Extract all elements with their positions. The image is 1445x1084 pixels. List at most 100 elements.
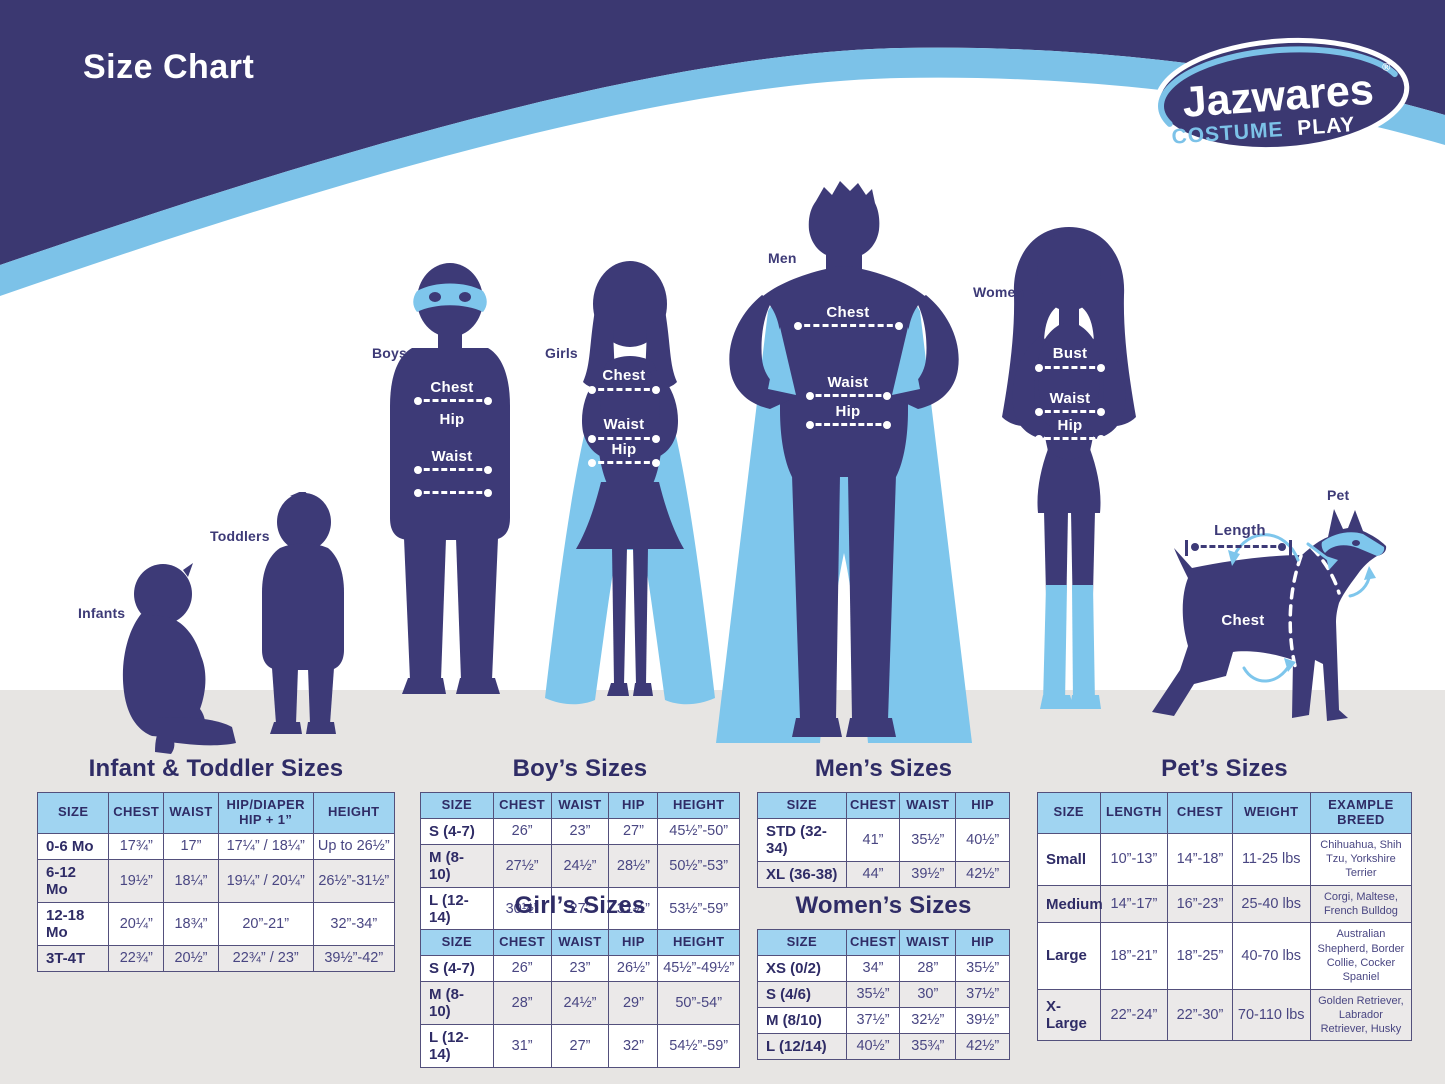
pet-dog-figure: [1152, 509, 1387, 721]
column-header: SIZE: [757, 792, 847, 819]
cell-value: 14”-17”: [1099, 884, 1169, 924]
row-size-label: Large: [1037, 922, 1101, 990]
woman-boot: [1043, 585, 1067, 708]
column-header: WAIST: [550, 792, 610, 819]
row-size-label: S (4/6): [757, 980, 847, 1008]
cell-value: 40-70 lbs: [1231, 922, 1311, 990]
girls-table-title: Girl’s Sizes: [514, 892, 646, 919]
table-row: 0-6 Mo 17¾” 17” 17¼” / 18¼” Up to 26½”: [36, 832, 396, 860]
infants-label: Infants: [78, 605, 126, 621]
row-size-label: 12-18 Mo: [36, 901, 110, 946]
jazwares-costume-play-logo: Jazwares ® COSTUME PLAY: [1154, 37, 1410, 153]
column-header: EXAMPLE BREED: [1309, 792, 1413, 834]
dog-chest-dashed-line: [1288, 554, 1303, 668]
man-hip-label: Hip: [835, 403, 861, 420]
row-size-label: S (4-7): [420, 817, 494, 845]
mens-table-section: Men’s Sizes SIZE CHEST WAIST HIP STD (32-34)…: [757, 755, 1010, 888]
cell-value: 26”: [492, 954, 552, 982]
girl-hip-label: Hip: [611, 441, 637, 458]
woman-waist-label: Waist: [1049, 390, 1091, 407]
dog-neck-dashed-line: [1310, 546, 1341, 595]
cell-value: 31½”: [608, 886, 659, 931]
boy-mask-eye: [459, 292, 471, 302]
cell-value: 27”: [608, 817, 659, 845]
girls-table-section: Girl’s Sizes SIZE CHEST WAIST HIP HEIGHT S (4…: [420, 892, 740, 1068]
dog-mask-eye: [1352, 540, 1360, 546]
man-hip-line: [806, 420, 891, 429]
column-header: CHEST: [845, 792, 901, 819]
girl-hip-line: [588, 458, 660, 467]
cell-value: 45½”-49½”: [657, 954, 740, 982]
man-chest-line: [794, 321, 903, 330]
woman-bust-label: Bust: [1052, 345, 1088, 362]
cell-value: 23”: [550, 817, 610, 845]
table-row: S (4-7) 26” 23” 27” 45½”-50”: [420, 817, 740, 845]
woman-bust-line: [1035, 363, 1105, 372]
womens-table-title: Women’s Sizes: [795, 892, 972, 919]
girl-waist-line: [588, 434, 660, 443]
cell-value: 11-25 lbs: [1231, 832, 1311, 886]
cell-value: 37½”: [845, 1006, 901, 1034]
boy-chest-line: [414, 396, 492, 405]
column-header: HIP/DIAPER HIP + 1”: [217, 792, 314, 834]
row-size-label: X-Large: [1037, 988, 1101, 1042]
table-row: S (4-7) 26” 23” 26½” 45½”-49½”: [420, 954, 740, 982]
cell-value: 10”-13”: [1099, 832, 1169, 886]
woman-boot: [1072, 585, 1095, 708]
pet-label: Pet: [1327, 487, 1350, 503]
cell-value: 17¾”: [108, 832, 165, 860]
logo-oval: [1154, 37, 1410, 153]
cell-value: Up to 26½”: [312, 832, 396, 860]
cell-value: 50”-54”: [657, 980, 740, 1025]
row-size-label: 6-12 Mo: [36, 858, 110, 903]
column-header: LENGTH: [1099, 792, 1169, 834]
cell-value: Corgi, Maltese, French Bulldog: [1309, 884, 1413, 924]
column-header: SIZE: [420, 929, 494, 956]
row-size-label: M (8-10): [420, 843, 494, 888]
header-row: SIZE CHEST WAIST HIP HEIGHT: [420, 792, 740, 819]
column-header: WAIST: [550, 929, 610, 956]
boy-hip-line: [414, 488, 492, 497]
row-size-label: S (4-7): [420, 954, 494, 982]
cell-value: 20¼”: [108, 901, 165, 946]
man-silhouette: [808, 181, 880, 259]
column-header: WAIST: [163, 792, 219, 834]
cell-value: 35½”: [899, 817, 957, 862]
row-size-label: L (12-14): [420, 1023, 494, 1068]
girl-chest-label: Chest: [602, 367, 646, 384]
girl-silhouette: [593, 261, 667, 347]
cell-value: 31”: [492, 1023, 552, 1068]
cell-value: 17¼” / 18¼”: [217, 832, 314, 860]
row-size-label: L (12/14): [757, 1032, 847, 1060]
man-figure: [716, 181, 972, 743]
girls-label: Girls: [545, 345, 578, 361]
toddler-figure: [262, 492, 344, 734]
row-size-label: L (12-14): [420, 886, 494, 931]
header-row: SIZE CHEST WAIST HIP HEIGHT: [420, 929, 740, 956]
cell-value: 22¾” / 23”: [217, 944, 314, 972]
table-row: STD (32-34) 41” 35½” 40½”: [757, 817, 1010, 862]
cell-value: 19½”: [108, 858, 165, 903]
mens-table: SIZE CHEST WAIST HIP STD (32-34) 41” 35½” 40½” X…: [757, 792, 1010, 888]
pets-table-section: Pet’s Sizes SIZE LENGTH CHEST WEIGHT EXAMPLE…: [1037, 755, 1413, 1042]
table-row: 6-12 Mo 19½” 18¼” 19¼” / 20¼” 26½”-31½”: [36, 858, 396, 903]
cell-value: Chihuahua, Shih Tzu, Yorkshire Terrier: [1309, 832, 1413, 886]
cell-value: 29”: [608, 980, 659, 1025]
woman-hip-line: [1035, 434, 1105, 443]
table-row: L (12-14) 30½” 27” 31½” 53½”-59”: [420, 886, 740, 931]
cell-value: 23”: [550, 954, 610, 982]
cell-value: 25-40 lbs: [1231, 884, 1311, 924]
row-size-label: M (8/10): [757, 1006, 847, 1034]
cell-value: 27”: [550, 1023, 610, 1068]
cell-value: 28½”: [608, 843, 659, 888]
mens-table-title: Men’s Sizes: [814, 755, 953, 782]
logo-registered-mark: ®: [1382, 61, 1391, 74]
cell-value: 22¾”: [108, 944, 165, 972]
boy-chest-label: Chest: [430, 379, 474, 396]
boy-waist-label: Waist: [431, 448, 473, 465]
column-header: HIP: [955, 792, 1010, 819]
table-row: 3T-4T 22¾” 20½” 22¾” / 23” 39½”-42”: [36, 944, 396, 972]
column-header: HEIGHT: [312, 792, 396, 834]
cell-value: 27½”: [492, 843, 552, 888]
table-row: L (12-14) 31” 27” 32” 54½”-59”: [420, 1023, 740, 1068]
